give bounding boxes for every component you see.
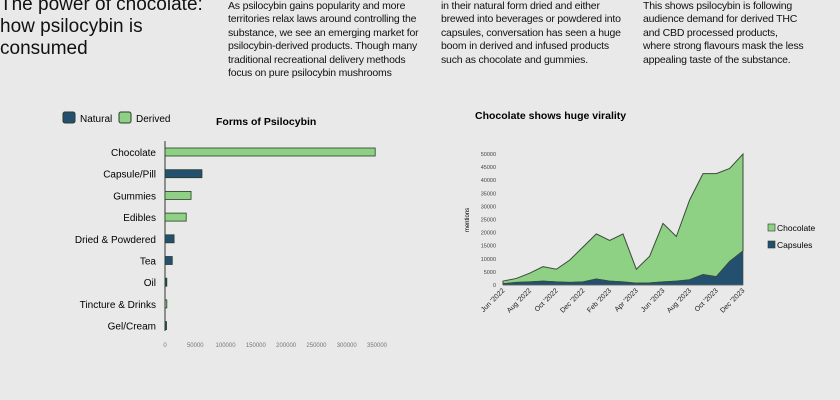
x-tick-label: Dec '2022 [559,287,586,314]
x-tick-label: 250000 [306,343,327,349]
y-tick-label: 25000 [481,218,496,224]
text-line: and CBD processed products, [643,26,778,39]
text-line: traditional recreational delivery method… [228,53,406,66]
x-tick-label: 0 [163,343,167,349]
text-line: capsules, conversation has seen a huge [441,26,621,39]
title-line: The power of chocolate: [0,0,203,15]
x-tick-label: 350000 [367,343,388,349]
bar-category-label: Tincture & Drinks [80,300,156,311]
bar-category-label: Tea [140,257,157,268]
x-tick-label: 200000 [276,343,297,349]
page-title: The power of chocolate: how psilocybin i… [0,0,225,60]
x-tick-label: Jun '2022 [480,287,506,313]
x-tick-label: Oct '2022 [534,287,560,313]
y-tick-label: 15000 [481,244,496,250]
text-line: brewed into beverages or powdered into [441,13,621,26]
text-line: substance, we see an emerging market for [228,26,419,39]
x-tick-label: Aug '2022 [506,287,533,314]
legend-swatch-capsules [767,240,776,249]
bar-category-label: Dried & Powdered [75,235,156,246]
bar [164,169,203,179]
legend-label-chocolate: Chocolate [777,223,816,233]
bar [164,190,192,200]
y-tick-label: 40000 [481,178,496,184]
intro-column-1: As psilocybin gains popularity and more … [228,0,433,80]
bar [164,147,376,157]
bar-category-label: Capsule/Pill [103,170,156,181]
x-tick-label: Aug '2023 [666,287,693,314]
area-capsules [502,250,744,286]
x-tick-label: Dec '2023 [719,287,746,314]
bar-category-label: Gel/Cream [108,322,156,333]
y-tick-label: 45000 [481,165,496,171]
y-tick-label: 30000 [481,204,496,210]
area-chocolate [502,152,744,285]
y-tick-label: 35000 [481,191,496,197]
text-line: boom in derived and infused products [441,40,609,53]
intro-column-3: This shows psilocybin is following audie… [643,0,840,67]
bar-category-label: Gummies [113,191,156,202]
y-tick-label: 0 [493,283,496,289]
legend-swatch-derived [118,111,132,124]
x-tick-label: 300000 [337,343,358,349]
area-chart-title: Chocolate shows huge virality [475,110,626,122]
legend-swatch-chocolate [767,223,776,232]
text-line: where strong flavours mask the less [643,40,804,53]
text-line: focus on pure psilocybin mushrooms [228,67,392,80]
x-tick-label: Oct '2023 [694,287,720,313]
bar-category-label: Chocolate [111,148,156,159]
bar [164,212,187,222]
bar [164,277,168,287]
bar-chart-title: Forms of Psilocybin [216,116,316,128]
text-line: As psilocybin gains popularity and more [228,0,406,12]
text-line: such as chocolate and gummies. [441,53,588,66]
x-tick-label: Jun '2023 [640,287,666,313]
y-tick-label: 5000 [484,270,496,276]
y-tick-label: 50000 [481,152,496,158]
text-line: audience demand for derived THC [643,13,798,26]
text-line: appealing taste of the substance. [643,53,791,66]
x-tick-label: 150000 [246,343,267,349]
bar-category-label: Edibles [123,213,156,224]
legend-label-capsules: Capsules [777,240,812,250]
title-line: consumed [0,38,88,59]
text-line: territories relax laws around controllin… [228,13,417,26]
text-line: in their natural form dried and either [441,0,600,12]
text-line: psilocybin-derived products. Though many [228,40,418,53]
legend-label-natural: Natural [80,114,112,125]
bar [164,321,167,331]
x-tick-label: Apr '2023 [614,287,640,313]
legend-swatch-natural [62,111,76,124]
intro-column-2: in their natural form dried and either b… [441,0,646,67]
x-tick-label: Feb '2023 [586,287,613,314]
x-tick-label: 50000 [187,343,204,349]
title-line: how psilocybin is [0,16,143,37]
legend-label-derived: Derived [136,114,170,125]
text-line: This shows psilocybin is following [643,0,793,12]
bar [164,234,175,244]
y-tick-label: 20000 [481,231,496,237]
y-axis-label: mentions [465,208,471,232]
bar-category-label: Oil [144,278,156,289]
y-tick-label: 10000 [481,257,496,263]
bar [164,256,173,265]
bar [164,299,168,309]
x-tick-label: 100000 [216,343,237,349]
